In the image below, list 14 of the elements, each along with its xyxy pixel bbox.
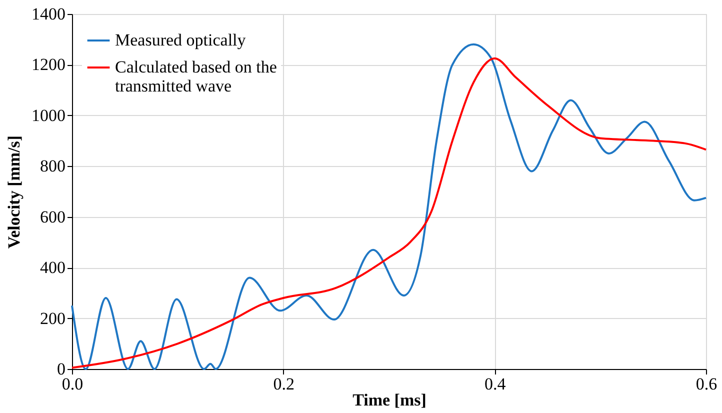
y-tick-label: 1200 <box>32 55 66 74</box>
y-tick-label: 800 <box>40 156 66 176</box>
x-axis-title: Time [ms] <box>352 390 426 410</box>
y-tick-label: 600 <box>40 207 66 226</box>
y-axis-title: Velocity [mm/s] <box>4 135 24 249</box>
y-tick-label: 1400 <box>32 4 66 24</box>
legend-label: Calculated based on the transmitted wave <box>115 58 277 96</box>
legend-label: Measured optically <box>115 30 246 50</box>
x-tick-label: 0.4 <box>484 374 506 394</box>
y-tick-label: 200 <box>40 308 66 328</box>
x-tick-label: 0.6 <box>696 374 718 394</box>
y-tick-label: 1000 <box>32 106 66 125</box>
x-tick-label: 0.2 <box>273 374 294 394</box>
y-tick-label: 400 <box>40 258 66 278</box>
